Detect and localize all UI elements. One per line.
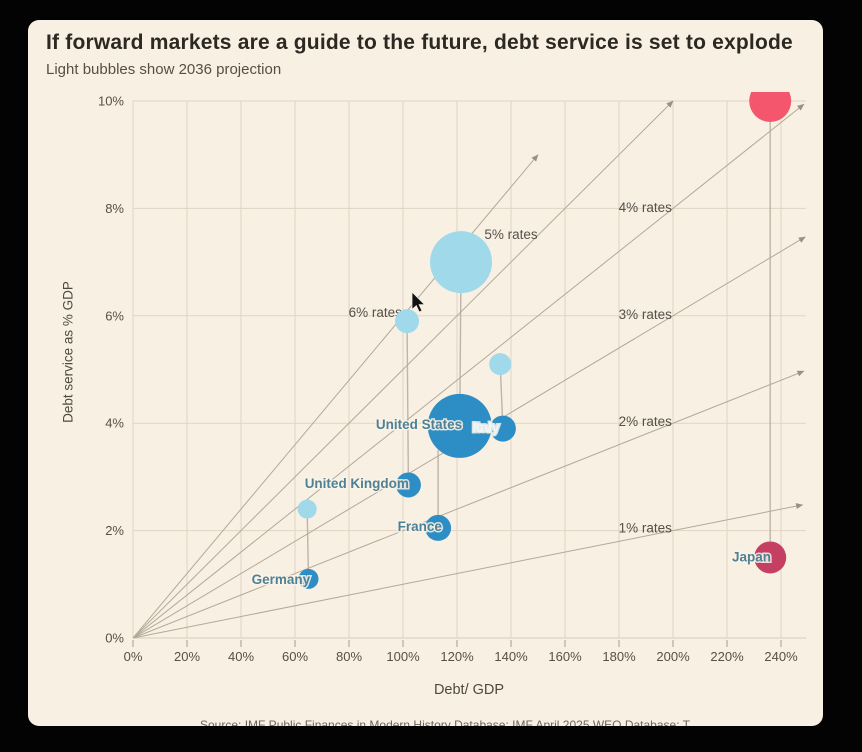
y-tick-label-6: 6% xyxy=(105,308,124,323)
country-label-germany: Germany xyxy=(252,572,311,587)
x-tick-label-0: 0% xyxy=(124,649,143,664)
bubble-united-kingdom-current[interactable] xyxy=(395,472,421,498)
country-label-france: France xyxy=(398,519,443,534)
rate-line-2pct xyxy=(132,370,805,639)
x-tick-label-20: 20% xyxy=(174,649,200,664)
bubble-united-kingdom-2036-projection[interactable] xyxy=(395,309,420,334)
bubble-united-states-current[interactable] xyxy=(427,393,492,458)
country-label-united-kingdom: United Kingdom xyxy=(305,476,409,491)
x-tick-label-160: 160% xyxy=(548,649,582,664)
rate-line-label-6pct: 6% rates xyxy=(349,305,403,320)
rate-line-label-2pct: 2% rates xyxy=(619,414,673,429)
country-label-italy: Italy xyxy=(472,420,500,435)
x-tick-label-120: 120% xyxy=(440,649,474,664)
x-tick-label-200: 200% xyxy=(656,649,690,664)
x-axis-title: Debt/ GDP xyxy=(433,682,505,698)
chart-subtitle: Light bubbles show 2036 projection xyxy=(46,61,282,78)
y-tick-label-0: 0% xyxy=(105,631,124,646)
rate-line-label-4pct: 4% rates xyxy=(619,200,673,215)
x-tick-label-220: 220% xyxy=(710,649,744,664)
bubble-germany-2036-projection[interactable] xyxy=(297,499,317,519)
y-tick-label-4: 4% xyxy=(105,416,124,431)
x-tick-label-140: 140% xyxy=(494,649,528,664)
cursor-arrow-icon xyxy=(411,291,426,313)
x-tick-label-240: 240% xyxy=(764,649,798,664)
bubble-united-states-2036-projection[interactable] xyxy=(430,231,493,294)
y-tick-label-2: 2% xyxy=(105,523,124,538)
stem-germany xyxy=(306,509,310,579)
y-tick-label-8: 8% xyxy=(105,201,124,216)
rate-line-5pct xyxy=(132,100,674,639)
country-label-japan: Japan xyxy=(732,550,771,565)
rate-line-1pct xyxy=(132,503,804,639)
x-tick-label-80: 80% xyxy=(336,649,362,664)
y-tick-label-10: 10% xyxy=(98,94,124,109)
rate-line-label-3pct: 3% rates xyxy=(619,307,673,322)
rate-line-4pct xyxy=(132,103,805,639)
stem-united-kingdom xyxy=(406,321,410,485)
bubble-france-current[interactable] xyxy=(425,514,452,541)
mouse-cursor xyxy=(411,291,426,313)
bubble-italy-current[interactable] xyxy=(489,415,516,442)
chart-panel: If forward markets are a guide to the fu… xyxy=(28,20,823,726)
chart-title: If forward markets are a guide to the fu… xyxy=(46,31,793,54)
x-tick-label-100: 100% xyxy=(386,649,420,664)
rate-line-6pct xyxy=(132,154,539,639)
rate-line-label-1pct: 1% rates xyxy=(619,521,673,536)
x-tick-label-60: 60% xyxy=(282,649,308,664)
source-note: Source: IMF Public Finances in Modern Hi… xyxy=(200,718,690,726)
x-tick-label-180: 180% xyxy=(602,649,636,664)
x-tick-label-40: 40% xyxy=(228,649,254,664)
bubble-italy-2036-projection[interactable] xyxy=(489,353,512,376)
rate-line-label-5pct: 5% rates xyxy=(484,227,538,242)
bubble-japan-2036-projection[interactable] xyxy=(749,80,792,122)
bubble-germany-current[interactable] xyxy=(298,568,319,589)
bubble-japan-current[interactable] xyxy=(754,541,787,574)
country-label-united-states: United States xyxy=(376,417,462,432)
bubble-layer xyxy=(297,80,792,589)
bubble-chart: 0% 20% 40% 60% 80% 100% 120% 140% 160% 180% 200% 22… xyxy=(98,80,806,664)
